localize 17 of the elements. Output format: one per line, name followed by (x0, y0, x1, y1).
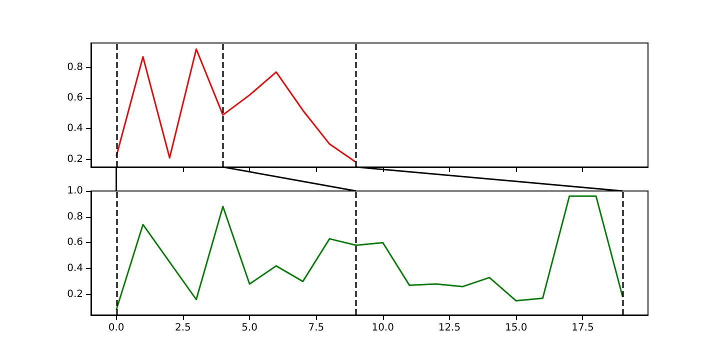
y-tick-label: 0.8 (67, 62, 83, 73)
x-tick-label: 15.0 (504, 322, 528, 334)
y-tick-label: 0.4 (67, 263, 83, 274)
y-tick-label: 0.6 (67, 92, 83, 104)
x-tick-label: 12.5 (438, 322, 461, 334)
x-tick-label: 0.0 (108, 322, 124, 334)
x-tick-label: 5.0 (242, 322, 258, 334)
y-tick-label: 0.2 (67, 288, 83, 300)
y-tick-label: 0.2 (67, 154, 83, 165)
y-tick-label: 0.6 (67, 237, 83, 248)
x-tick-label: 2.5 (174, 322, 191, 334)
x-tick-label: 7.5 (308, 322, 324, 334)
x-tick-label: 10.0 (372, 322, 394, 334)
x-tick-label: 17.5 (572, 322, 594, 334)
y-tick-label: 0.4 (67, 123, 83, 134)
y-tick-label: 1.0 (67, 186, 83, 196)
y-tick-label: 0.8 (67, 211, 83, 222)
